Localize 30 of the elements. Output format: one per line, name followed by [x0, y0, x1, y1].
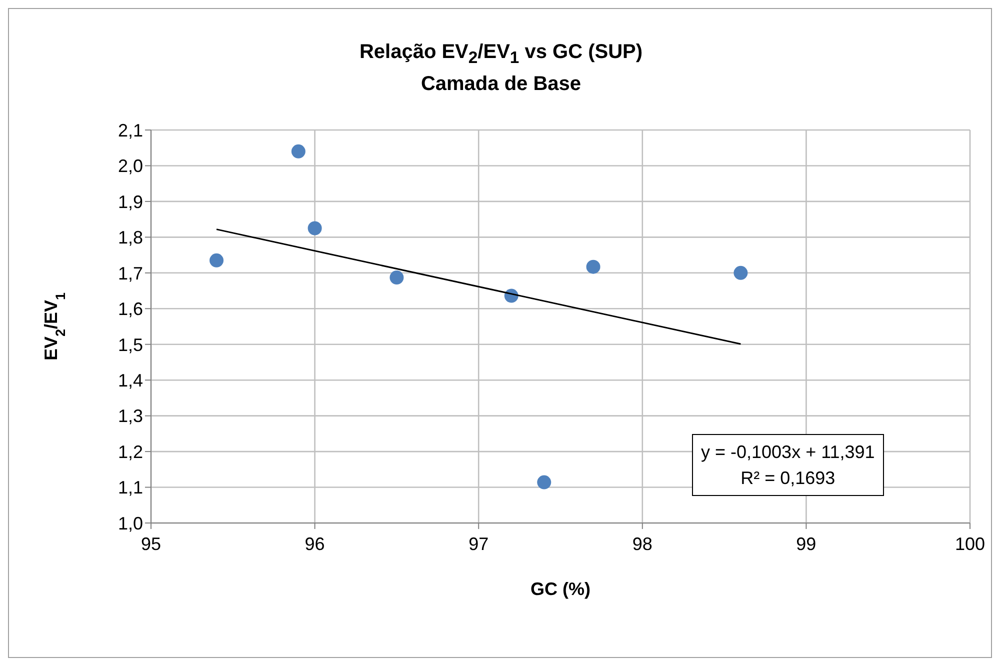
x-tick-label: 99	[796, 534, 816, 554]
x-tick-label: 98	[632, 534, 652, 554]
y-tick-label: 2,0	[118, 156, 143, 176]
y-tick-label: 2,1	[118, 120, 143, 140]
chart-title: Relação EV$_{2}$/EV$_{1}$ vs GC (SUP)	[358, 40, 644, 69]
y-tick-label: 1,3	[118, 406, 143, 426]
y-tick-label: 1,7	[118, 263, 143, 284]
point	[586, 260, 600, 274]
x-tick-label: 95	[140, 534, 162, 554]
x-tick-label: 96	[304, 534, 325, 554]
y-tick-label: 1,4	[118, 370, 143, 390]
point	[390, 270, 404, 285]
y-tick-label: 1,0	[118, 513, 143, 534]
y-tick-label: 1,2	[118, 442, 143, 462]
x-tick-label: 100	[954, 534, 986, 554]
y-tick-label: 1,1	[118, 478, 143, 498]
point	[210, 253, 224, 268]
y-tick-label: 1,8	[118, 228, 143, 248]
y-tick-label: 1,9	[118, 192, 143, 212]
x-axis-title: GC (%)	[530, 579, 590, 599]
y-tick-label: 1,6	[118, 299, 143, 320]
point	[734, 266, 748, 280]
chart-subtitle: Camada de Base	[420, 72, 582, 97]
annotation: R² = 0,1693	[740, 467, 836, 490]
point	[291, 144, 306, 158]
x-tick-label: 97	[468, 534, 489, 554]
point	[308, 221, 322, 236]
y-tick-label: 1,5	[118, 334, 143, 355]
annotation: y = -0,1003x + 11,391	[701, 441, 875, 464]
point	[537, 475, 552, 490]
